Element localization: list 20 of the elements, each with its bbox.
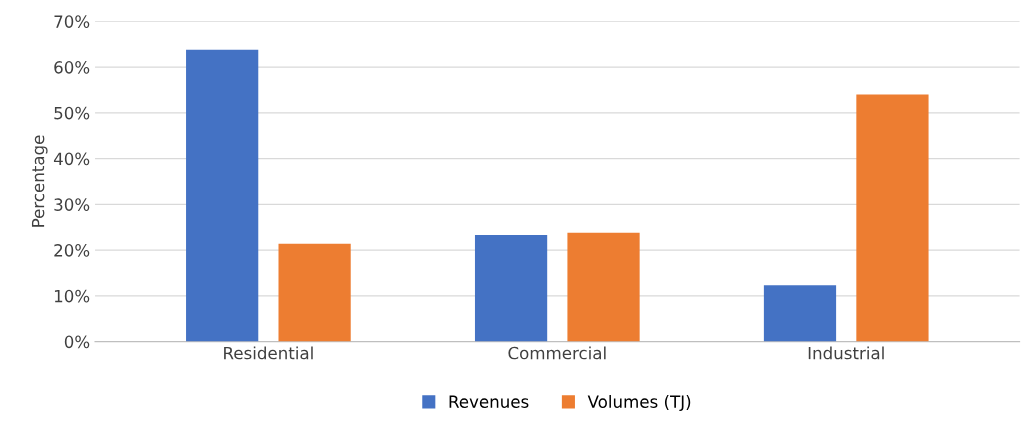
bar	[278, 243, 351, 342]
y-tick-label: 60%	[54, 61, 90, 74]
x-tick-label: Residential	[224, 346, 313, 360]
y-tick-label: 0%	[64, 335, 90, 349]
bar	[474, 235, 548, 342]
y-tick-label: 30%	[54, 198, 90, 211]
bar	[763, 285, 837, 342]
legend-label: Revenues	[449, 395, 529, 408]
y-tick-label: 10%	[54, 289, 90, 303]
y-tick-label: 50%	[54, 106, 90, 120]
bar	[856, 94, 929, 342]
legend-label: Volumes (TJ)	[587, 395, 691, 412]
y-tick-label: 40%	[53, 152, 90, 166]
y-axis-title: Percentage	[31, 135, 48, 227]
y-tick-label: 70%	[54, 15, 90, 28]
bar	[567, 232, 640, 342]
x-tick-label: Commercial	[508, 346, 606, 360]
bar	[186, 49, 259, 342]
y-tick-label: 20%	[54, 244, 90, 257]
x-tick-label: Industrial	[808, 346, 884, 360]
